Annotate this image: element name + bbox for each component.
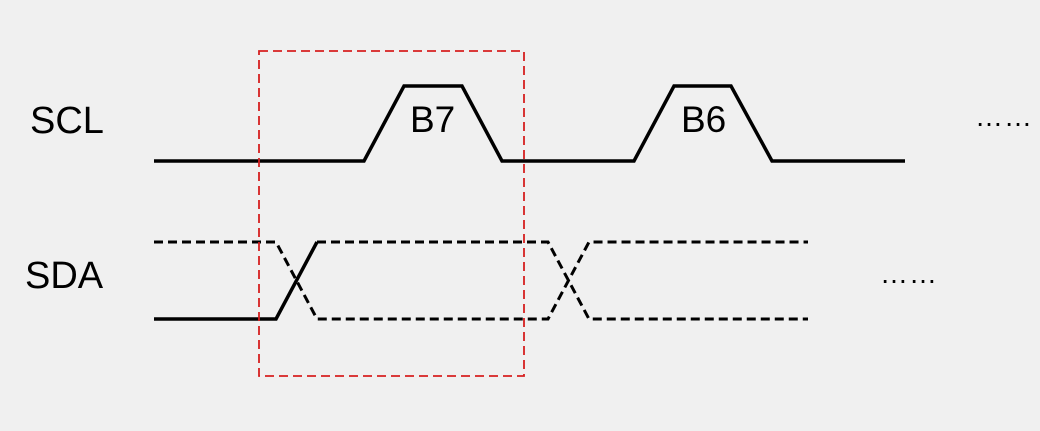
scl-continuation: …… bbox=[975, 101, 1033, 132]
scl-waveform bbox=[154, 84, 905, 163]
scl-label: SCL bbox=[30, 100, 104, 142]
bit-label-b7: B7 bbox=[410, 99, 455, 140]
sda-initial-level bbox=[154, 241, 319, 321]
bit-label-b6: B6 bbox=[681, 99, 726, 140]
sda-continuation: …… bbox=[880, 258, 938, 289]
sda-initial-high-dashed bbox=[154, 240, 808, 321]
sda-high-dashed bbox=[317, 240, 808, 321]
highlight-box bbox=[258, 50, 525, 377]
sda-label: SDA bbox=[25, 255, 104, 297]
